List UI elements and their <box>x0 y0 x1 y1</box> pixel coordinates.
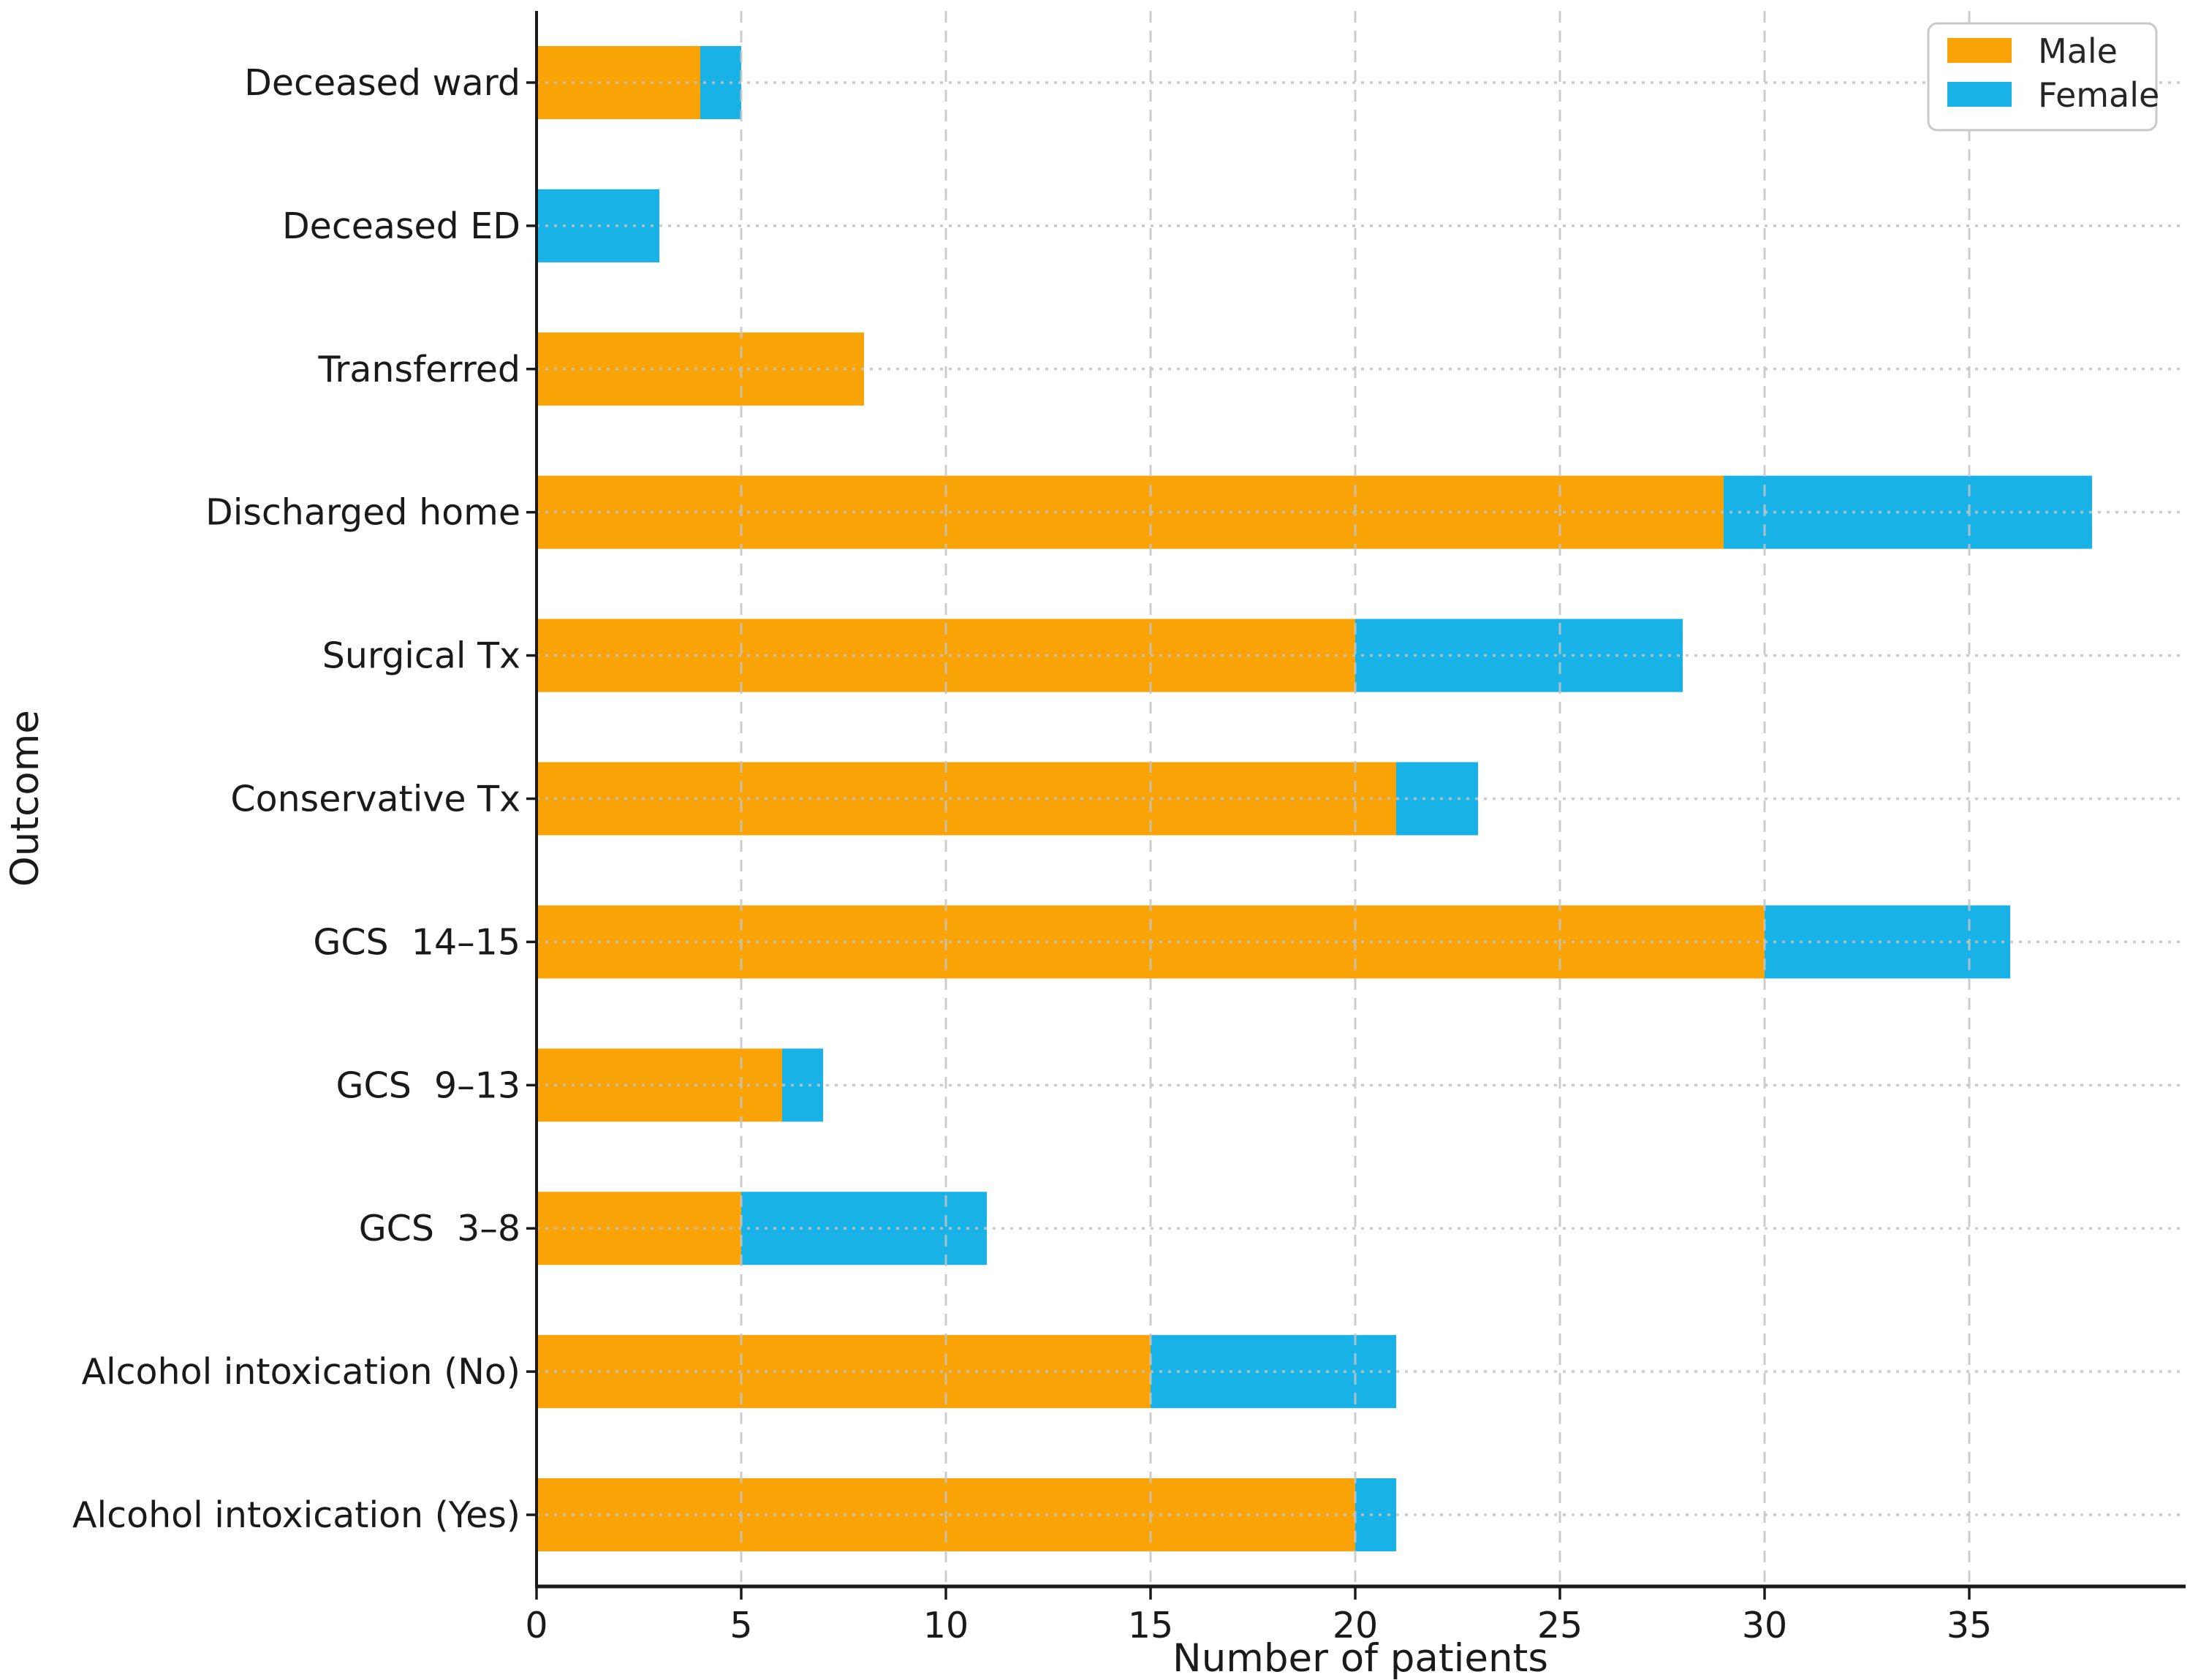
y-category-label-row8: GCS 3–8 <box>359 1208 520 1249</box>
x-tick-label-5: 5 <box>730 1605 752 1646</box>
y-category-label-row0: Deceased ward <box>244 62 520 104</box>
legend-swatch-female <box>1947 82 2012 107</box>
y-category-label-row6: GCS 14–15 <box>313 921 520 963</box>
x-tick-label-25: 25 <box>1537 1605 1583 1646</box>
y-category-label-row2: Transferred <box>318 349 521 390</box>
y-category-label-row7: GCS 9–13 <box>336 1064 520 1106</box>
y-category-label-row1: Deceased ED <box>282 205 520 247</box>
bar-segment-male-row8 <box>537 1192 741 1265</box>
legend: Male Female <box>1927 22 2159 132</box>
x-axis-title: Number of patients <box>1172 1636 1548 1680</box>
x-tick-label-15: 15 <box>1128 1605 1173 1646</box>
y-category-label-row3: Discharged home <box>205 492 520 534</box>
y-category-label-row9: Alcohol intoxication (No) <box>81 1351 520 1393</box>
x-tick-label-0: 0 <box>525 1605 548 1646</box>
legend-label-male: Male <box>2038 31 2118 71</box>
ticks-layer: 0 5 10 15 20 25 30 35 Deceased ward Deceased ED Tr… <box>72 62 1992 1646</box>
x-tick-label-30: 30 <box>1742 1605 1787 1646</box>
legend-swatch-male <box>1947 38 2012 63</box>
y-axis-title: Outcome <box>3 710 48 887</box>
bar-segment-male-row3 <box>537 475 1724 549</box>
bar-segment-male-row2 <box>537 332 864 406</box>
grid-layer <box>537 11 2184 1586</box>
bars-layer <box>537 45 2092 1552</box>
y-category-label-row10: Alcohol intoxication (Yes) <box>72 1494 520 1536</box>
y-category-label-row5: Conservative Tx <box>230 779 520 820</box>
bar-segment-female-row5 <box>1396 762 1478 836</box>
y-category-label-row4: Surgical Tx <box>322 635 520 677</box>
x-tick-label-10: 10 <box>923 1605 969 1646</box>
legend-label-female: Female <box>2038 75 2159 115</box>
x-tick-label-20: 20 <box>1333 1605 1378 1646</box>
x-tick-label-35: 35 <box>1947 1605 1992 1646</box>
